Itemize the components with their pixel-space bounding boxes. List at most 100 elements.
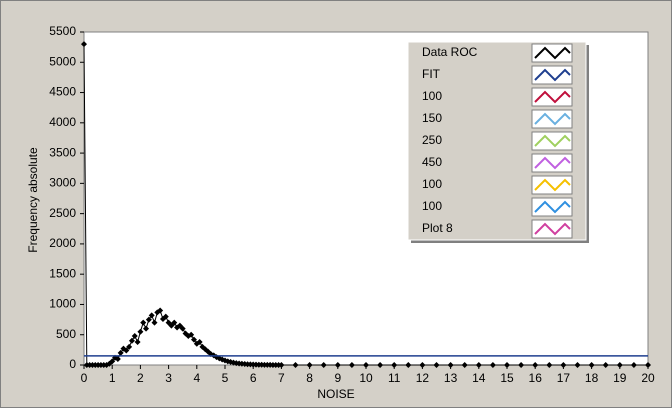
- y-tick-label: 0: [69, 357, 76, 371]
- data-marker: [151, 319, 158, 326]
- data-marker: [143, 325, 150, 332]
- data-marker: [134, 338, 141, 345]
- data-marker: [405, 362, 412, 368]
- y-tick-label: 1500: [49, 266, 76, 280]
- data-marker: [447, 362, 454, 368]
- data-marker: [320, 362, 327, 368]
- y-tick-label: 3000: [49, 176, 76, 190]
- y-tick-label: 3500: [49, 145, 76, 159]
- x-tick-label: 0: [81, 371, 88, 385]
- data-marker: [128, 337, 135, 344]
- x-tick-label: 11: [388, 371, 401, 385]
- y-tick-label: 5000: [49, 54, 76, 68]
- x-tick-label: 5: [222, 371, 229, 385]
- data-marker: [645, 362, 651, 368]
- x-tick-label: 3: [165, 371, 172, 385]
- data-marker: [546, 362, 553, 368]
- legend-label: 100: [422, 199, 442, 213]
- legend-label: Plot 8: [422, 221, 453, 235]
- legend-swatch: [531, 109, 573, 129]
- legend-swatch: [531, 219, 573, 239]
- data-marker: [532, 362, 539, 368]
- data-marker: [363, 362, 369, 368]
- data-marker: [162, 313, 169, 320]
- legend-label: FIT: [422, 67, 441, 81]
- x-tick-label: 2: [137, 371, 144, 385]
- legend-swatch: [531, 153, 573, 173]
- legend-swatch-line: [534, 200, 571, 214]
- legend-label: Data ROC: [422, 45, 478, 59]
- y-tick-label: 500: [56, 327, 76, 341]
- x-tick-label: 20: [641, 371, 655, 385]
- data-marker: [188, 331, 195, 338]
- legend-swatch-line: [534, 156, 571, 170]
- legend-swatch-line: [534, 134, 571, 148]
- legend-label: 150: [422, 111, 442, 125]
- x-tick-label: 14: [472, 371, 486, 385]
- data-marker: [157, 307, 164, 314]
- data-marker: [334, 362, 341, 368]
- legend-swatch-line: [534, 90, 571, 104]
- legend-label: 100: [422, 89, 442, 103]
- data-marker: [148, 312, 155, 319]
- data-marker: [419, 362, 426, 368]
- x-axis-label: NOISE: [317, 387, 354, 401]
- y-tick-label: 4500: [49, 85, 76, 99]
- legend-label: 450: [422, 155, 442, 169]
- legend-label: 250: [422, 133, 442, 147]
- legend-swatch: [531, 197, 573, 217]
- legend-swatch: [531, 131, 573, 151]
- x-tick-label: 6: [250, 371, 257, 385]
- data-marker: [179, 325, 186, 332]
- y-tick-label: 2500: [49, 206, 76, 220]
- data-marker: [504, 362, 510, 368]
- data-marker: [123, 347, 130, 354]
- data-marker: [475, 362, 482, 368]
- legend-label: 100: [422, 177, 442, 191]
- data-marker: [588, 362, 595, 368]
- data-marker: [140, 319, 147, 326]
- data-marker: [602, 362, 609, 368]
- x-tick-label: 13: [444, 371, 458, 385]
- data-marker: [574, 362, 581, 368]
- data-marker: [114, 355, 121, 362]
- x-tick-label: 12: [416, 371, 430, 385]
- data-marker: [489, 362, 496, 368]
- y-tick-label: 1000: [49, 297, 76, 311]
- legend-swatch-line: [534, 46, 571, 60]
- legend-swatch: [531, 175, 573, 195]
- data-marker: [278, 362, 285, 368]
- y-tick-label: 5500: [49, 24, 76, 38]
- data-marker: [518, 362, 525, 368]
- legend-swatch: [531, 87, 573, 107]
- x-tick-label: 15: [500, 371, 514, 385]
- x-tick-label: 7: [278, 371, 285, 385]
- x-tick-label: 17: [557, 371, 571, 385]
- x-tick-label: 4: [193, 371, 200, 385]
- data-marker: [171, 319, 178, 326]
- legend-swatch-line: [534, 222, 571, 236]
- data-marker: [433, 362, 440, 368]
- y-axis-label: Frequency absolute: [26, 147, 40, 253]
- legend-swatch-line: [534, 178, 571, 192]
- x-tick-label: 10: [359, 371, 373, 385]
- data-marker: [109, 358, 116, 365]
- data-marker: [348, 362, 355, 368]
- x-tick-label: 16: [529, 371, 543, 385]
- y-tick-label: 2000: [49, 236, 76, 250]
- legend-swatch-line: [534, 68, 571, 82]
- data-marker: [306, 362, 313, 368]
- data-marker: [137, 328, 144, 335]
- x-tick-label: 18: [585, 371, 599, 385]
- data-marker: [292, 362, 299, 368]
- data-marker: [81, 41, 87, 48]
- data-marker: [190, 336, 197, 343]
- x-tick-label: 1: [109, 371, 116, 385]
- data-marker: [377, 362, 384, 368]
- y-tick-label: 4000: [49, 115, 76, 129]
- legend-swatch: [531, 43, 573, 63]
- legend-swatch-line: [534, 112, 571, 126]
- x-tick-label: 19: [613, 371, 627, 385]
- data-marker: [616, 362, 623, 368]
